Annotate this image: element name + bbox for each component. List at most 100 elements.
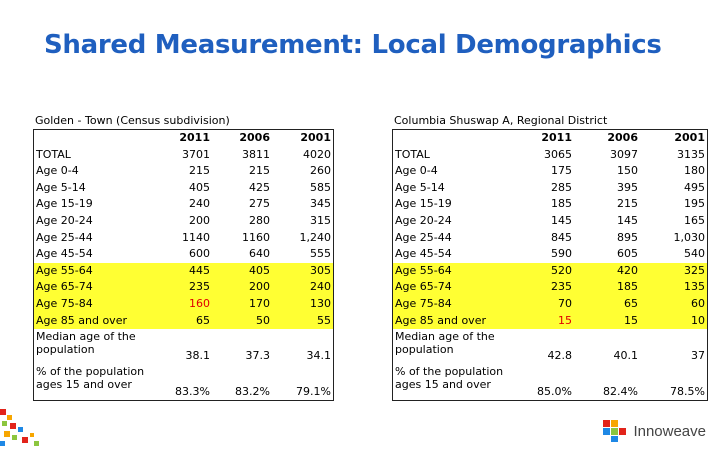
table-header-row: 2011 2006 2001 xyxy=(34,130,333,147)
row-label: Age 5-14 xyxy=(36,180,86,194)
row-label: Age 55-64 xyxy=(393,262,508,280)
cell-value: 315 xyxy=(310,213,331,227)
row-label: Median age of the population xyxy=(36,330,136,357)
cell-value: 600 xyxy=(189,247,210,261)
table-row: Age 0-4 175 150 180 xyxy=(393,163,707,180)
cell-value: 200 xyxy=(189,213,210,227)
cell-value: 40.1 xyxy=(613,349,639,363)
cell-value: 10 xyxy=(640,312,707,330)
cell-value: 55 xyxy=(272,312,333,330)
table-row: Age 65-74 235 200 240 xyxy=(34,279,333,296)
cell-value: 215 xyxy=(617,197,638,211)
cell-value: 540 xyxy=(684,247,705,261)
cell-value: 38.1 xyxy=(185,349,211,363)
page-title: Shared Measurement: Local Demographics xyxy=(44,30,662,60)
column-header: 2001 xyxy=(300,131,331,144)
row-label: Age 65-74 xyxy=(393,279,508,296)
innoweave-logo-icon xyxy=(603,420,627,442)
cell-value: 895 xyxy=(617,230,638,244)
cell-value: 520 xyxy=(508,262,574,280)
cell-value: 345 xyxy=(310,197,331,211)
row-label: TOTAL xyxy=(36,147,71,161)
cell-value: 605 xyxy=(617,247,638,261)
cell-value: 65 xyxy=(152,312,212,330)
cell-value: 4020 xyxy=(303,147,331,161)
cell-value: 260 xyxy=(310,164,331,178)
table-row: Age 85 and over 15 15 10 xyxy=(393,312,707,330)
row-label: Age 75-84 xyxy=(393,295,508,313)
table-row: Age 20-24 200 280 315 xyxy=(34,213,333,230)
cell-value: 79.1% xyxy=(296,384,331,398)
cell-value: 590 xyxy=(551,247,572,261)
decorative-pixel-pattern xyxy=(0,409,39,446)
cell-value: 50 xyxy=(212,312,272,330)
table-row: TOTAL 3701 3811 4020 xyxy=(34,147,333,164)
row-label: Age 45-54 xyxy=(36,247,93,261)
cell-value: 215 xyxy=(189,164,210,178)
cell-value: 83.3% xyxy=(175,384,210,398)
cell-value: 395 xyxy=(617,180,638,194)
cell-value: 845 xyxy=(551,230,572,244)
cell-value: 1160 xyxy=(242,230,270,244)
logo-text: Innoweave xyxy=(633,422,706,440)
column-header: 2011 xyxy=(179,131,210,144)
table-row: Age 5-14 405 425 585 xyxy=(34,180,333,197)
cell-value: 135 xyxy=(640,279,707,296)
cell-value: 3097 xyxy=(610,147,638,161)
cell-value: 150 xyxy=(617,164,638,178)
cell-value: 78.5% xyxy=(670,384,705,398)
row-label: Age 75-84 xyxy=(34,295,152,313)
cell-value: 165 xyxy=(684,213,705,227)
table-row: % of the population ages 15 and over 83.3… xyxy=(34,364,333,399)
row-label: Median age of the population xyxy=(395,330,495,357)
cell-value: 37.3 xyxy=(245,349,271,363)
table-golden: Golden - Town (Census subdivision) 2011 2… xyxy=(33,113,334,401)
cell-value: 65 xyxy=(574,295,640,313)
table-row: Age 25-44 1140 1160 1,240 xyxy=(34,230,333,247)
innoweave-logo: Innoweave xyxy=(603,420,706,442)
table-columbia-shuswap: Columbia Shuswap A, Regional District 20… xyxy=(392,113,708,401)
cell-value: 160 xyxy=(152,295,212,313)
table-row: Median age of the population 42.8 40.1 37 xyxy=(393,329,707,364)
row-label: Age 20-24 xyxy=(395,213,452,227)
row-label: Age 0-4 xyxy=(395,164,438,178)
cell-value: 15 xyxy=(574,312,640,330)
column-header: 2011 xyxy=(541,131,572,144)
cell-value: 285 xyxy=(551,180,572,194)
row-label: % of the population ages 15 and over xyxy=(36,365,145,392)
table-row: % of the population ages 15 and over 85.0… xyxy=(393,364,707,399)
row-label: Age 5-14 xyxy=(395,180,445,194)
cell-value: 42.8 xyxy=(547,349,573,363)
row-label: % of the population ages 15 and over xyxy=(395,365,504,392)
cell-value: 145 xyxy=(551,213,572,227)
column-header: 2001 xyxy=(674,131,705,144)
header-spacer xyxy=(393,130,508,147)
table-row: Age 15-19 240 275 345 xyxy=(34,196,333,213)
table-row: Age 85 and over 65 50 55 xyxy=(34,312,333,330)
table-row: Age 25-44 845 895 1,030 xyxy=(393,230,707,247)
row-label: Age 85 and over xyxy=(393,312,508,330)
cell-value: 185 xyxy=(551,197,572,211)
cell-value: 405 xyxy=(212,262,272,280)
cell-value: 37 xyxy=(691,349,705,363)
table-row: Age 75-84 70 65 60 xyxy=(393,295,707,313)
column-header: 2006 xyxy=(239,131,270,144)
cell-value: 420 xyxy=(574,262,640,280)
cell-value: 185 xyxy=(574,279,640,296)
table-row: Age 65-74 235 185 135 xyxy=(393,279,707,296)
table-row: Age 45-54 590 605 540 xyxy=(393,246,707,263)
header-spacer xyxy=(34,130,152,147)
table-row: Age 55-64 520 420 325 xyxy=(393,262,707,280)
row-label: Age 65-74 xyxy=(34,279,152,296)
cell-value: 555 xyxy=(310,247,331,261)
row-label: TOTAL xyxy=(395,147,430,161)
cell-value: 1140 xyxy=(182,230,210,244)
cell-value: 1,240 xyxy=(299,230,332,244)
cell-value: 275 xyxy=(249,197,270,211)
cell-value: 3811 xyxy=(242,147,270,161)
table-box: 2011 2006 2001 TOTAL 3065 3097 3135 Age 0-4 175 1… xyxy=(392,129,708,401)
cell-value: 305 xyxy=(272,262,333,280)
table-row: Age 0-4 215 215 260 xyxy=(34,163,333,180)
cell-value: 180 xyxy=(684,164,705,178)
cell-value: 3701 xyxy=(182,147,210,161)
